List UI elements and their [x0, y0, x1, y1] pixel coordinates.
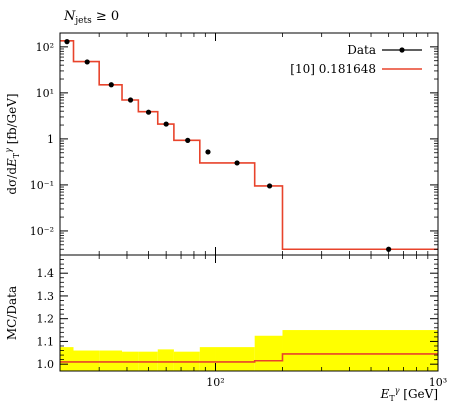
ratio-uncertainty-band	[60, 347, 74, 371]
legend: Data [10] 0.181648	[290, 43, 422, 76]
ratio-y-tick-label: 1.4	[37, 267, 55, 280]
data-point	[145, 109, 152, 115]
ratio-plot-frame	[59, 254, 439, 372]
data-point	[234, 160, 240, 166]
main-y-tick-label: 10⁻¹	[30, 179, 54, 192]
data-point	[205, 149, 211, 155]
main-y-tick-label: 1	[47, 133, 54, 146]
data-point	[84, 59, 90, 65]
mc-step-line	[60, 40, 438, 251]
ratio-y-tick-label: 1.2	[37, 313, 55, 326]
data-point	[163, 121, 169, 127]
ratio-y-tick-label: 1.0	[37, 358, 55, 371]
legend-marker-data-point	[399, 47, 405, 53]
data-point	[185, 137, 191, 143]
x-tick-label: 10²	[206, 376, 224, 389]
ratio-uncertainty-band	[254, 335, 283, 371]
ratio-uncertainty-band	[73, 350, 100, 371]
main-y-axis-label: dσ/dETγ [fb/GeV]	[4, 93, 21, 194]
main-panel: 10⁻² 10⁻¹ 1 10¹ 10² Data [10] 0.181648 Njets …	[4, 9, 439, 256]
ratio-y-tick-label: 1.1	[37, 335, 55, 348]
ratio-uncertainty-band	[99, 350, 123, 371]
chart-annotation: Njets ≥ 0	[63, 9, 119, 26]
ratio-uncertainty-band	[282, 330, 438, 371]
data-point	[108, 82, 114, 88]
data-point	[266, 183, 273, 189]
main-y-tick-label: 10¹	[36, 87, 54, 100]
legend-label-mc: [10] 0.181648	[290, 62, 376, 76]
main-y-tick-label: 10⁻²	[30, 225, 54, 238]
ratio-panel: 1.0 1.1 1.2 1.3 1.4 10² 10³ MC/Data ETγ [GeV]	[5, 254, 447, 403]
data-point	[127, 97, 134, 103]
ratio-uncertainty-band	[215, 347, 255, 371]
data-point	[64, 39, 70, 45]
x-tick-label: 10³	[429, 376, 447, 389]
legend-label-data: Data	[347, 43, 376, 57]
main-plot-frame	[59, 32, 439, 256]
main-y-tick-label: 10²	[36, 41, 54, 54]
x-axis-label: ETγ [GeV]	[380, 386, 438, 403]
ratio-mc-step-line	[60, 353, 438, 363]
ratio-y-axis-label: MC/Data	[5, 286, 19, 340]
data-point	[386, 246, 392, 252]
ratio-y-tick-label: 1.3	[37, 290, 55, 303]
ratio-uncertainty-band	[157, 349, 174, 371]
ratio-uncertainty-band	[199, 347, 216, 371]
